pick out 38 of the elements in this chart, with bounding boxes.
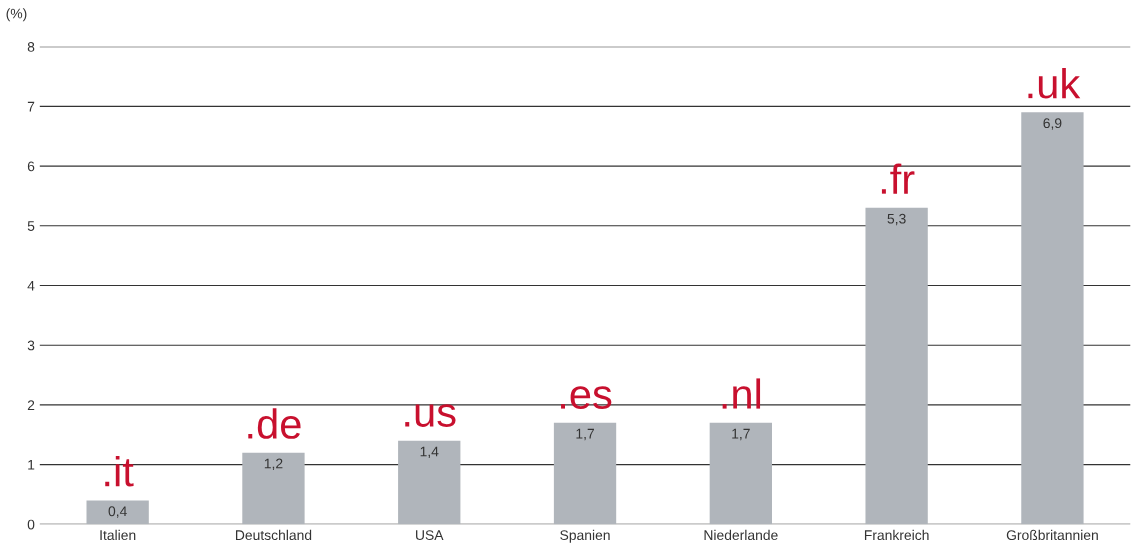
data-label: 1,4 [420,446,439,459]
y-tick-label: 2 [27,400,35,410]
y-tick-label: 8 [27,42,35,52]
bar [865,207,928,525]
bar [1021,112,1084,525]
data-label: 6,9 [1043,118,1062,130]
data-label: 0,4 [108,506,127,518]
bar [709,422,772,525]
annotation: .uk [1028,67,1081,99]
y-tick-label: 4 [27,280,35,291]
y-tick-label: 0 [27,519,35,530]
annotation: .de [248,408,301,439]
x-tick-label: Spanien [560,529,610,543]
y-tick-label: 3 [27,340,35,351]
data-label: 1,7 [732,428,750,441]
bar [398,440,461,525]
x-tick-label: Italien [100,529,136,541]
x-tick-label: USA [416,530,444,541]
data-label: 1,2 [264,458,283,471]
y-tick-label: 1 [28,460,35,470]
y-tick-label: 7 [27,101,35,112]
bar [242,452,305,525]
y-tick-label: 5 [27,221,35,231]
annotation: .us [405,404,456,427]
x-tick-label: Deutschland [235,529,312,541]
data-label: 1,7 [576,428,594,441]
x-tick-label: Frankreich [864,529,929,541]
x-tick-label: Niederlande [704,529,778,541]
x-tick-label: Großbritannien [1006,529,1098,541]
annotation: .it [105,456,134,487]
data-label: 5,3 [887,213,906,226]
y-axis-title: (%) [6,8,27,22]
annotation: .es [561,386,612,410]
bar [553,422,617,525]
y-tick-label: 6 [27,161,35,172]
annotation: .nl [722,378,761,409]
bar [86,500,149,525]
annotation: .fr [881,163,915,194]
